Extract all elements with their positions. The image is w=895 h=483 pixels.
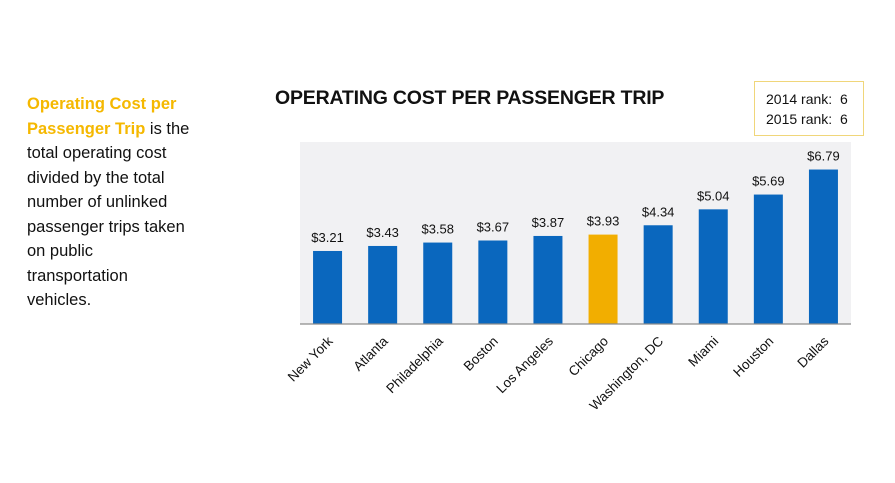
data-label: $4.34 — [642, 204, 675, 219]
description-line: transportation — [27, 266, 128, 285]
metric-description: Operating Cost per Passenger Trip is the… — [27, 92, 227, 313]
bar-los-angeles — [533, 235, 563, 324]
chart-title: OPERATING COST PER PASSENGER TRIP — [275, 87, 665, 109]
data-label: $3.43 — [366, 225, 399, 240]
bar-boston — [478, 240, 508, 324]
description-line: total operating cost — [27, 144, 167, 162]
data-label: $6.79 — [807, 149, 840, 164]
data-label: $3.58 — [421, 222, 454, 237]
description-line: passenger trips taken — [27, 217, 185, 236]
data-label: $5.04 — [697, 188, 730, 203]
x-tick-label: Philadelphia — [383, 333, 446, 396]
bar-philadelphia — [423, 242, 453, 324]
data-label: $5.69 — [752, 174, 785, 189]
x-tick-label: Dallas — [794, 333, 831, 370]
x-tick-label: Chicago — [566, 334, 612, 380]
x-tick-label: Miami — [685, 334, 721, 370]
bar-chicago — [588, 234, 618, 324]
rank-box: 2014 rank: 6 2015 rank: 6 — [754, 81, 864, 136]
bar-washington-dc — [643, 225, 673, 324]
description-line: vehicles. — [27, 291, 92, 309]
description-line: divided by the total — [27, 168, 165, 187]
description-line: is the — [145, 119, 190, 138]
description-line: on public — [27, 242, 94, 260]
bar-new-york — [313, 250, 343, 324]
data-label: $3.87 — [532, 215, 565, 230]
data-label: $3.93 — [587, 214, 620, 229]
data-label: $3.67 — [477, 220, 510, 235]
x-tick-label: Houston — [730, 334, 776, 380]
x-tick-label: Boston — [461, 334, 501, 374]
description-line: number of unlinked — [27, 193, 168, 211]
bar-houston — [753, 194, 783, 324]
x-tick-label: Los Angeles — [493, 333, 556, 396]
bar-miami — [698, 209, 728, 324]
metric-name-highlight: Operating Cost per Passenger Trip — [27, 95, 177, 138]
x-tick-label: Atlanta — [350, 333, 391, 374]
rank-2014: 2014 rank: 6 — [766, 91, 848, 107]
bar-atlanta — [368, 245, 398, 324]
rank-2015: 2015 rank: 6 — [766, 111, 848, 127]
x-tick-label: New York — [285, 333, 336, 384]
data-label: $3.21 — [311, 230, 344, 245]
bar-dallas — [808, 169, 838, 324]
